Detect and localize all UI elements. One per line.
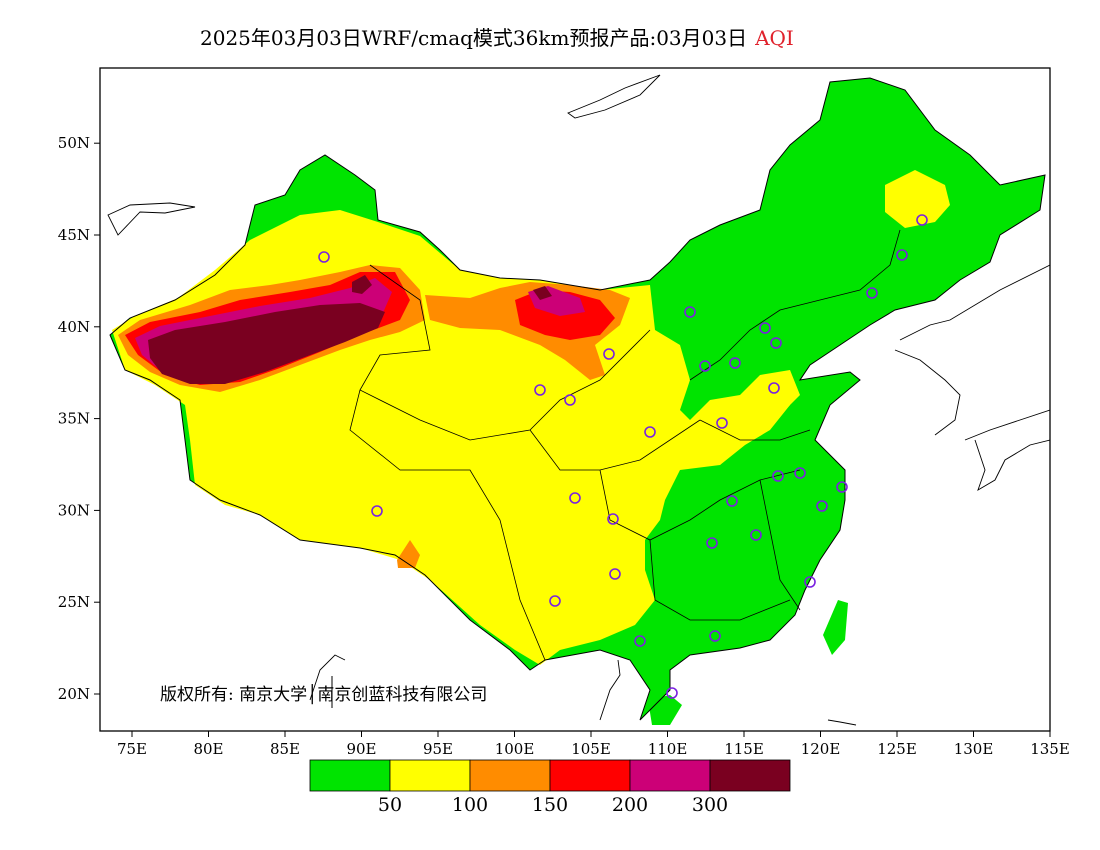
region-yellow-ne [885,170,950,228]
city-marker [699,360,711,372]
city-marker [768,382,780,394]
region-maroon-central [533,286,552,300]
city-marker [569,492,581,504]
legend-swatch [709,759,791,792]
city-marker [729,357,741,369]
city-marker [534,384,546,396]
x-tick-label: 125E [877,740,917,758]
map-frame [99,67,1051,732]
city-marker [603,348,615,360]
region-hainan [648,695,682,725]
city-marker [750,529,762,541]
x-tick-label: 75E [117,740,147,758]
province-borders [349,229,901,661]
city-marker [772,470,784,482]
region-taiwan [823,600,848,655]
city-marker [726,495,738,507]
legend-bar [309,759,791,792]
legend-swatch [389,759,471,792]
region-orange-tibet [397,540,420,568]
region-maroon-small [352,275,372,294]
x-tick-label: 100E [495,740,535,758]
region-maroon-taklamakan [148,303,385,384]
title-variable: AQI [755,26,794,50]
legend-label: 50 [377,794,403,816]
city-marker [644,426,656,438]
legend-swatch [309,759,391,792]
legend-swatch [469,759,551,792]
y-tick-label: 30N [58,501,90,519]
x-tick-label: 110E [648,740,688,758]
title-main: 2025年03月03日WRF/cmaq模式36km预报产品:03月03日 [200,26,748,50]
y-tick-label: 35N [58,410,90,428]
y-tick-label: 40N [58,318,90,336]
y-tick-label: 50N [58,134,90,152]
legend-label: 300 [691,794,729,816]
city-marker [770,337,782,349]
city-marker [794,467,806,479]
city-marker [607,513,619,525]
y-axis: 20N 25N 30N 35N 40N 45N 50N [58,134,100,703]
x-tick-label: 105E [571,740,611,758]
legend-swatch [549,759,631,792]
city-marker [549,595,561,607]
city-marker [706,537,718,549]
copyright-text: 版权所有: 南京大学│南京创蓝科技有限公司 [160,685,488,705]
x-tick-label: 120E [801,740,841,758]
x-tick-label: 80E [193,740,223,758]
region-yellow-east [710,390,790,465]
city-marker [916,214,928,226]
y-tick-label: 20N [58,685,90,703]
city-marker [609,568,621,580]
x-tick-label: 90E [346,740,376,758]
city-marker [716,417,728,429]
legend-label: 150 [531,794,569,816]
city-marker [634,635,646,647]
city-marker [709,630,721,642]
city-marker [816,500,828,512]
city-marker [866,287,878,299]
city-marker [564,394,576,406]
y-tick-label: 25N [58,593,90,611]
legend-swatch [629,759,711,792]
x-tick-label: 115E [724,740,764,758]
city-marker [684,306,696,318]
city-marker [896,249,908,261]
x-tick-label: 130E [954,740,994,758]
coastlines [107,74,1050,726]
country-outline [109,77,1046,721]
city-marker [666,687,678,699]
city-markers [318,214,928,699]
x-tick-label: 85E [270,740,300,758]
city-marker [318,251,330,263]
x-axis: 75E 80E 85E 90E 95E 100E 105E 110E 115E 120E 125E 1… [117,731,1070,758]
x-tick-label: 95E [423,740,453,758]
legend-label: 100 [451,794,489,816]
legend-label: 200 [611,794,649,816]
map-title: 2025年03月03日WRF/cmaq模式36km预报产品:03月03日 AQI [200,22,794,51]
x-tick-label: 135E [1030,740,1070,758]
city-marker [804,576,816,588]
city-marker [836,481,848,493]
city-marker [371,505,383,517]
y-tick-label: 45N [58,226,90,244]
city-marker [759,322,771,334]
